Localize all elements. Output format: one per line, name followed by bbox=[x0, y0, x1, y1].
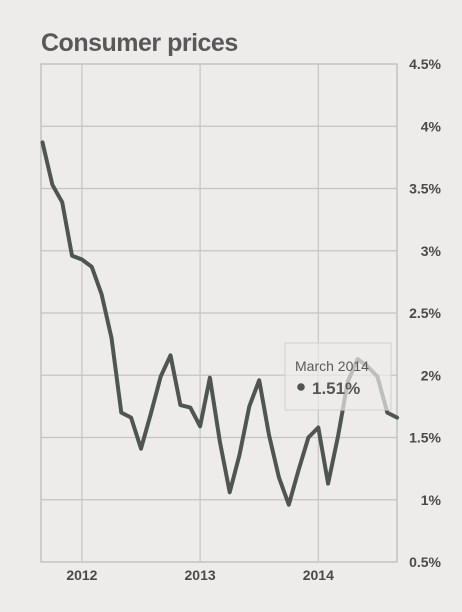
tooltip-box bbox=[284, 342, 392, 411]
y-tick-label: 3.5% bbox=[409, 181, 441, 197]
y-tick-label: 4% bbox=[421, 118, 442, 134]
y-axis-ticks: 0.5% 1% 1.5% 2% 2.5% 3% 3.5% 4% 4.5% bbox=[409, 56, 441, 570]
series-layer bbox=[40, 140, 400, 507]
x-axis-ticks: 2012 2013 2014 bbox=[66, 567, 334, 583]
series-line bbox=[40, 140, 400, 507]
tooltip-value: 1.51% bbox=[312, 379, 360, 398]
y-tick-label: 2% bbox=[421, 367, 442, 383]
y-tick-label: 4.5% bbox=[409, 56, 441, 72]
x-tick-label: 2012 bbox=[66, 567, 97, 583]
y-tick-label: 2.5% bbox=[409, 305, 441, 321]
chart-title: Consumer prices bbox=[41, 29, 238, 57]
y-tick-label: 0.5% bbox=[409, 554, 441, 570]
y-tick-label: 3% bbox=[421, 243, 442, 259]
x-tick-label: 2013 bbox=[185, 567, 216, 583]
y-tick-label: 1.5% bbox=[409, 430, 441, 446]
grid bbox=[41, 64, 397, 562]
y-tick-label: 1% bbox=[421, 492, 442, 508]
x-tick-label: 2014 bbox=[303, 567, 334, 583]
tooltip: March 2014 1.51% bbox=[284, 342, 392, 411]
tooltip-marker bbox=[297, 383, 305, 391]
tooltip-date: March 2014 bbox=[295, 358, 369, 374]
